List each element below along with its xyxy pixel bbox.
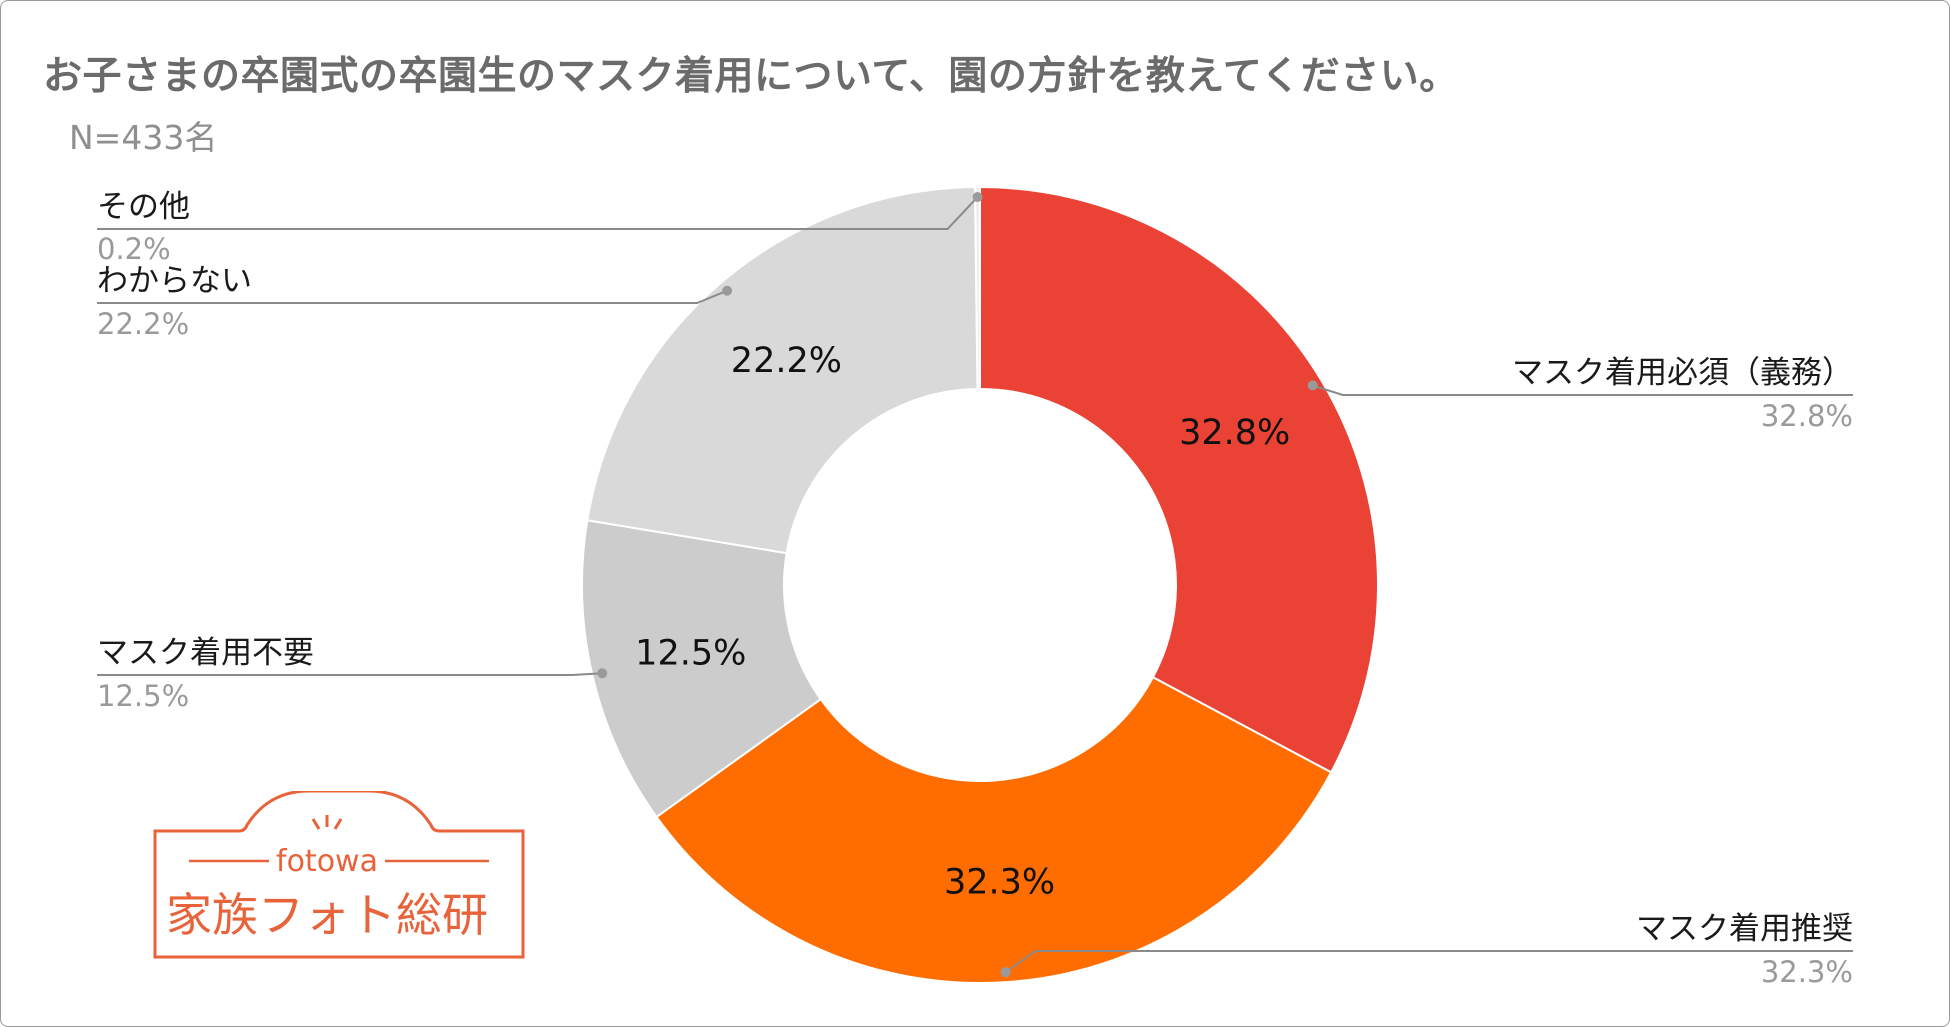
- callout-dot-unknown: [722, 285, 733, 296]
- callout-dot-mask-recommended: [1000, 967, 1011, 978]
- slice-mask-not-required: [581, 519, 823, 819]
- slice-percent-mask-required: 32.8%: [1179, 413, 1290, 453]
- donut-slices: [581, 185, 1379, 984]
- slice-percent-labels: 32.8% 32.3% 12.5% 22.2%: [635, 341, 1290, 903]
- chart-subtitle: N=433名: [69, 118, 218, 157]
- callout-dot-mask-required: [1307, 380, 1318, 391]
- callout-value-mask-recommended: 32.3%: [1761, 955, 1853, 989]
- callout-line-mask-recommended: [1005, 950, 1853, 973]
- logo-brand: fotowa: [276, 844, 378, 879]
- slice-mask-required: [979, 185, 1379, 774]
- slice-other: [973, 185, 981, 391]
- callout-name-mask-required: マスク着用必須（義務）: [1512, 355, 1853, 391]
- fotowa-logo: fotowa 家族フォト総研: [153, 791, 525, 959]
- callout-line-unknown: [97, 289, 728, 304]
- callout-line-mask-required: [1312, 384, 1853, 396]
- callout-value-mask-required: 32.8%: [1761, 399, 1853, 433]
- callout-name-mask-not-required: マスク着用不要: [97, 635, 314, 671]
- callout-dot-mask-not-required: [597, 668, 608, 679]
- callout-line-mask-not-required: [97, 672, 603, 676]
- callout-dot-other: [972, 192, 983, 203]
- callout-value-other: 0.2%: [97, 232, 171, 266]
- callout-name-unknown: わからない: [97, 263, 252, 299]
- callout-line-other: [97, 196, 979, 230]
- callout-name-other: その他: [97, 189, 190, 225]
- callout-name-mask-recommended: マスク着用推奨: [1636, 911, 1853, 947]
- slice-unknown: [586, 186, 979, 555]
- chart-title: お子さまの卒園式の卒園生のマスク着用について、園の方針を教えてください。: [43, 54, 1459, 99]
- slice-mask-recommended: [655, 675, 1333, 984]
- slice-percent-unknown: 22.2%: [731, 341, 842, 381]
- slice-percent-mask-recommended: 32.3%: [944, 862, 1055, 902]
- callout-value-unknown: 22.2%: [97, 307, 189, 341]
- callout-value-mask-not-required: 12.5%: [97, 679, 189, 713]
- slice-percent-mask-not-required: 12.5%: [635, 634, 746, 674]
- callout-labels: マスク着用必須（義務） 32.8% マスク着用推奨 32.3% マスク着用不要 12.5%…: [97, 189, 1853, 989]
- logo-name: 家族フォト総研: [166, 888, 488, 942]
